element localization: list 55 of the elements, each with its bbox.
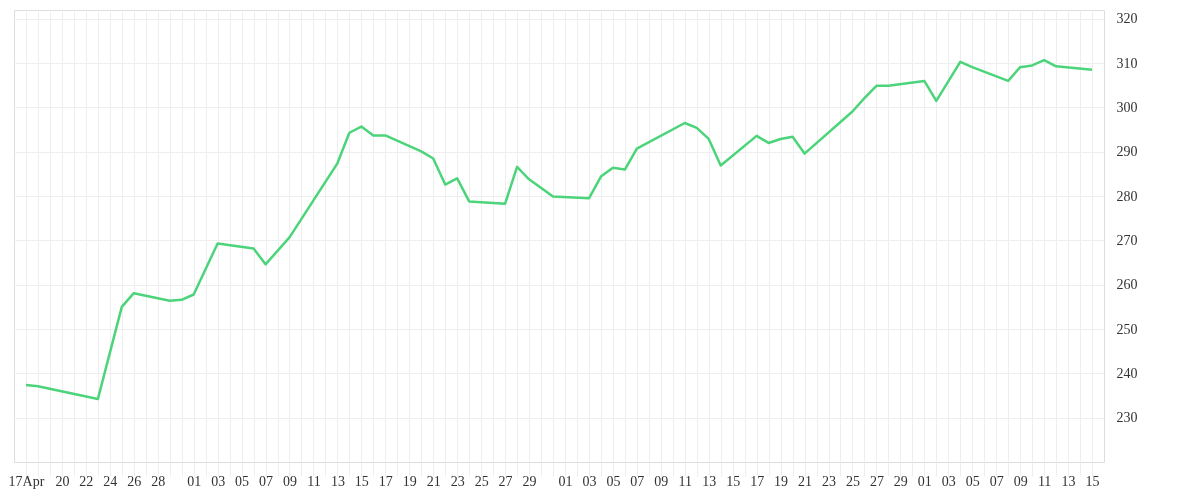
x-tick-label: 24: [103, 473, 118, 489]
x-tick-label: 05: [606, 473, 621, 489]
x-tick-label: 03: [941, 473, 956, 489]
x-tick-label: 22: [79, 473, 94, 489]
x-tick-label: 27: [869, 473, 884, 489]
x-tick-label: 19: [402, 473, 417, 489]
x-tick-label: 05: [965, 473, 980, 489]
y-tick-label: 250: [1116, 321, 1138, 337]
x-tick-label: 20: [55, 473, 70, 489]
x-tick-label: 13: [702, 473, 717, 489]
x-tick-label: 17Apr: [8, 473, 45, 489]
y-tick-label: 310: [1116, 55, 1138, 71]
x-tick-label: 23: [450, 473, 465, 489]
x-tick-label: 01: [187, 473, 202, 489]
y-tick-label: 290: [1116, 144, 1138, 160]
x-tick-label: 25: [474, 473, 489, 489]
x-tick-label: 29: [893, 473, 908, 489]
x-tick-label: 19: [774, 473, 789, 489]
x-tick-label: 03: [582, 473, 597, 489]
x-tick-label: 09: [1013, 473, 1028, 489]
y-tick-label: 320: [1116, 11, 1138, 27]
x-tick-label: 03: [211, 473, 226, 489]
x-tick-label: 27: [498, 473, 513, 489]
x-tick-label: 01: [558, 473, 573, 489]
y-tick-label: 280: [1116, 188, 1138, 204]
x-tick-label: 07: [630, 473, 645, 489]
y-tick-label: 300: [1116, 99, 1138, 115]
x-tick-label: 15: [1085, 473, 1100, 489]
y-tick-label: 230: [1116, 410, 1138, 426]
y-tick-label: 260: [1116, 277, 1138, 293]
x-tick-label: 17: [750, 473, 765, 489]
x-tick-label: 28: [151, 473, 166, 489]
x-tick-label: 11: [307, 473, 321, 489]
x-tick-label: 25: [845, 473, 860, 489]
x-tick-label: 07: [989, 473, 1004, 489]
x-tick-label: 21: [798, 473, 813, 489]
x-tick-label: 21: [426, 473, 441, 489]
x-tick-label: 15: [354, 473, 369, 489]
x-tick-label: 23: [822, 473, 837, 489]
y-tick-label: 240: [1116, 365, 1138, 381]
y-tick-label: 270: [1116, 232, 1138, 248]
x-tick-label: 07: [259, 473, 274, 489]
x-tick-label: 15: [726, 473, 741, 489]
x-tick-label: 29: [522, 473, 537, 489]
x-tick-label: 01: [917, 473, 932, 489]
x-tick-label: 05: [235, 473, 250, 489]
x-tick-label: 26: [127, 473, 142, 489]
x-tick-label: 13: [330, 473, 345, 489]
x-tick-label: 17: [378, 473, 393, 489]
x-tick-label: 09: [654, 473, 669, 489]
x-tick-label: 13: [1061, 473, 1076, 489]
x-tick-label: 11: [1037, 473, 1052, 489]
x-tick-label: 09: [282, 473, 297, 489]
x-tick-label: 11: [678, 473, 693, 489]
line-series: [24, 58, 1094, 401]
